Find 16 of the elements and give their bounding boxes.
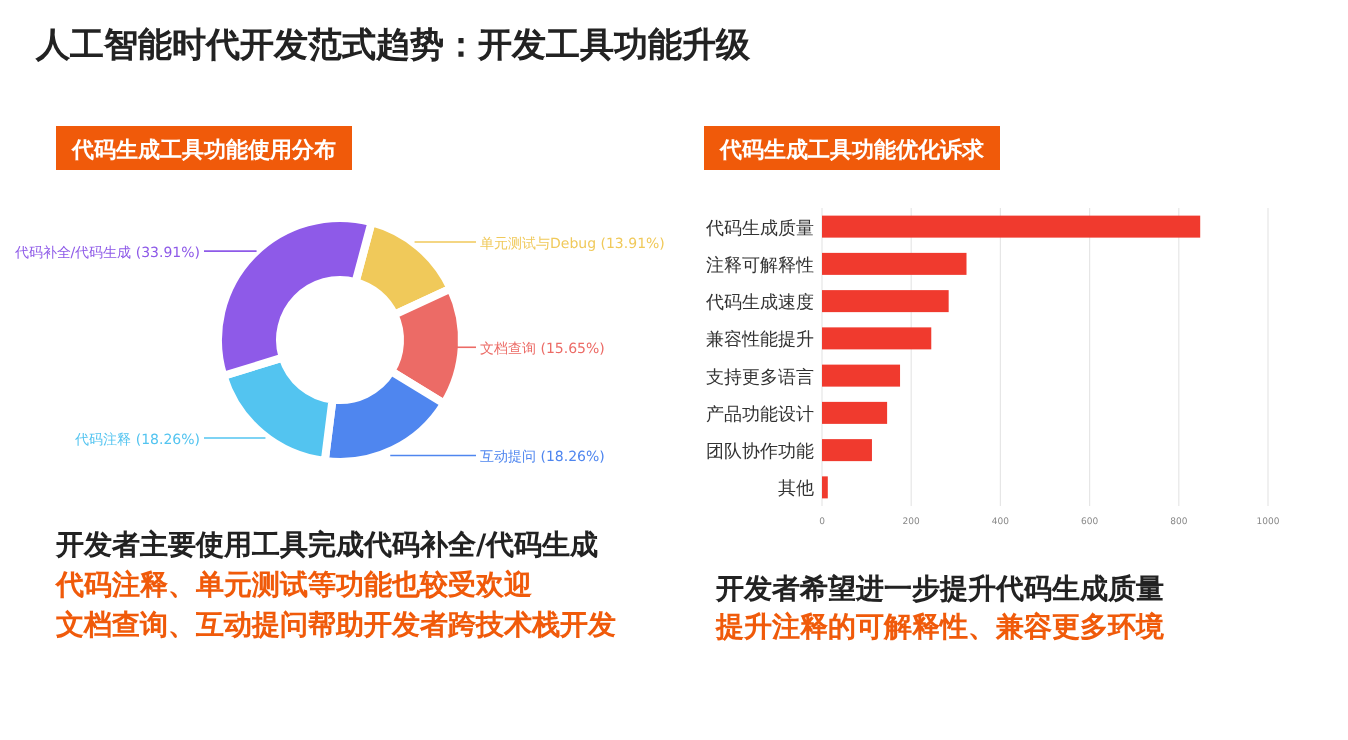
y-tick-label: 代码生成质量	[704, 217, 814, 240]
y-tick-label: 产品功能设计	[706, 403, 814, 426]
y-tick-label: 其他	[778, 478, 814, 501]
text: 人工智能时代开发范式趋势：开发工具功能升级	[34, 26, 752, 66]
chart-title: 代码生成工具功能使用分布	[70, 137, 336, 163]
y-tick-label: 注释可解释性	[706, 254, 814, 277]
y-tick-label: 兼容性能提升	[706, 329, 814, 352]
text: 开发者希望进一步提升代码生成质量	[714, 572, 1164, 606]
y-tick-label: 支持更多语言	[706, 366, 814, 389]
text: 提升注释的可解释性、兼容更多环境	[714, 610, 1166, 644]
text: 代码注释、单元测试等功能也较受欢迎	[54, 568, 534, 602]
text: 文档查询、互动提问帮助开发者跨技术栈开发	[54, 608, 616, 642]
y-tick-label: 团队协作功能	[706, 441, 814, 464]
chart-title: 代码生成工具功能优化诉求	[718, 137, 986, 163]
text: 开发者主要使用工具完成代码补全/代码生成	[54, 528, 599, 562]
y-tick-label: 代码生成速度	[704, 292, 814, 315]
